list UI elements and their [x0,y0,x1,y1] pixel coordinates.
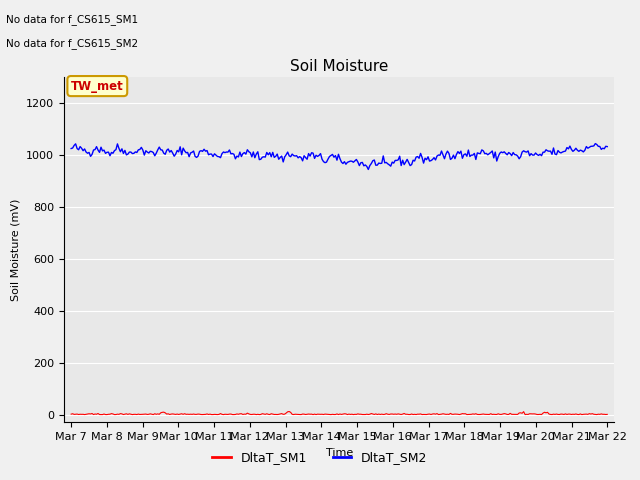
Line: DltaT_SM1: DltaT_SM1 [71,411,607,415]
DltaT_SM2 [575,148,582,154]
X-axis label: Time: Time [326,448,353,457]
DltaT_SM1 [303,411,311,417]
DltaT_SM2 [133,150,141,156]
Text: No data for f_CS615_SM1: No data for f_CS615_SM1 [6,14,138,25]
DltaT_SM1 [577,411,584,417]
DltaT_SM2 [245,149,253,155]
DltaT_SM1 [285,408,293,414]
DltaT_SM1 [245,411,253,417]
DltaT_SM2 [591,141,599,146]
DltaT_SM2 [254,149,262,155]
DltaT_SM1 [67,411,75,417]
Title: Soil Moisture: Soil Moisture [290,59,388,74]
Line: DltaT_SM2: DltaT_SM2 [71,144,607,169]
DltaT_SM2 [227,151,235,156]
DltaT_SM2 [67,145,75,151]
DltaT_SM1 [227,411,235,417]
Y-axis label: Soil Moisture (mV): Soil Moisture (mV) [11,198,20,301]
Legend: DltaT_SM1, DltaT_SM2: DltaT_SM1, DltaT_SM2 [207,446,433,469]
DltaT_SM2 [604,144,611,149]
DltaT_SM1 [254,411,262,417]
DltaT_SM1 [133,412,141,418]
Text: TW_met: TW_met [71,80,124,93]
DltaT_SM1 [604,411,611,417]
DltaT_SM1 [309,412,317,418]
DltaT_SM2 [302,155,310,160]
Text: No data for f_CS615_SM2: No data for f_CS615_SM2 [6,38,138,49]
DltaT_SM2 [364,167,372,172]
